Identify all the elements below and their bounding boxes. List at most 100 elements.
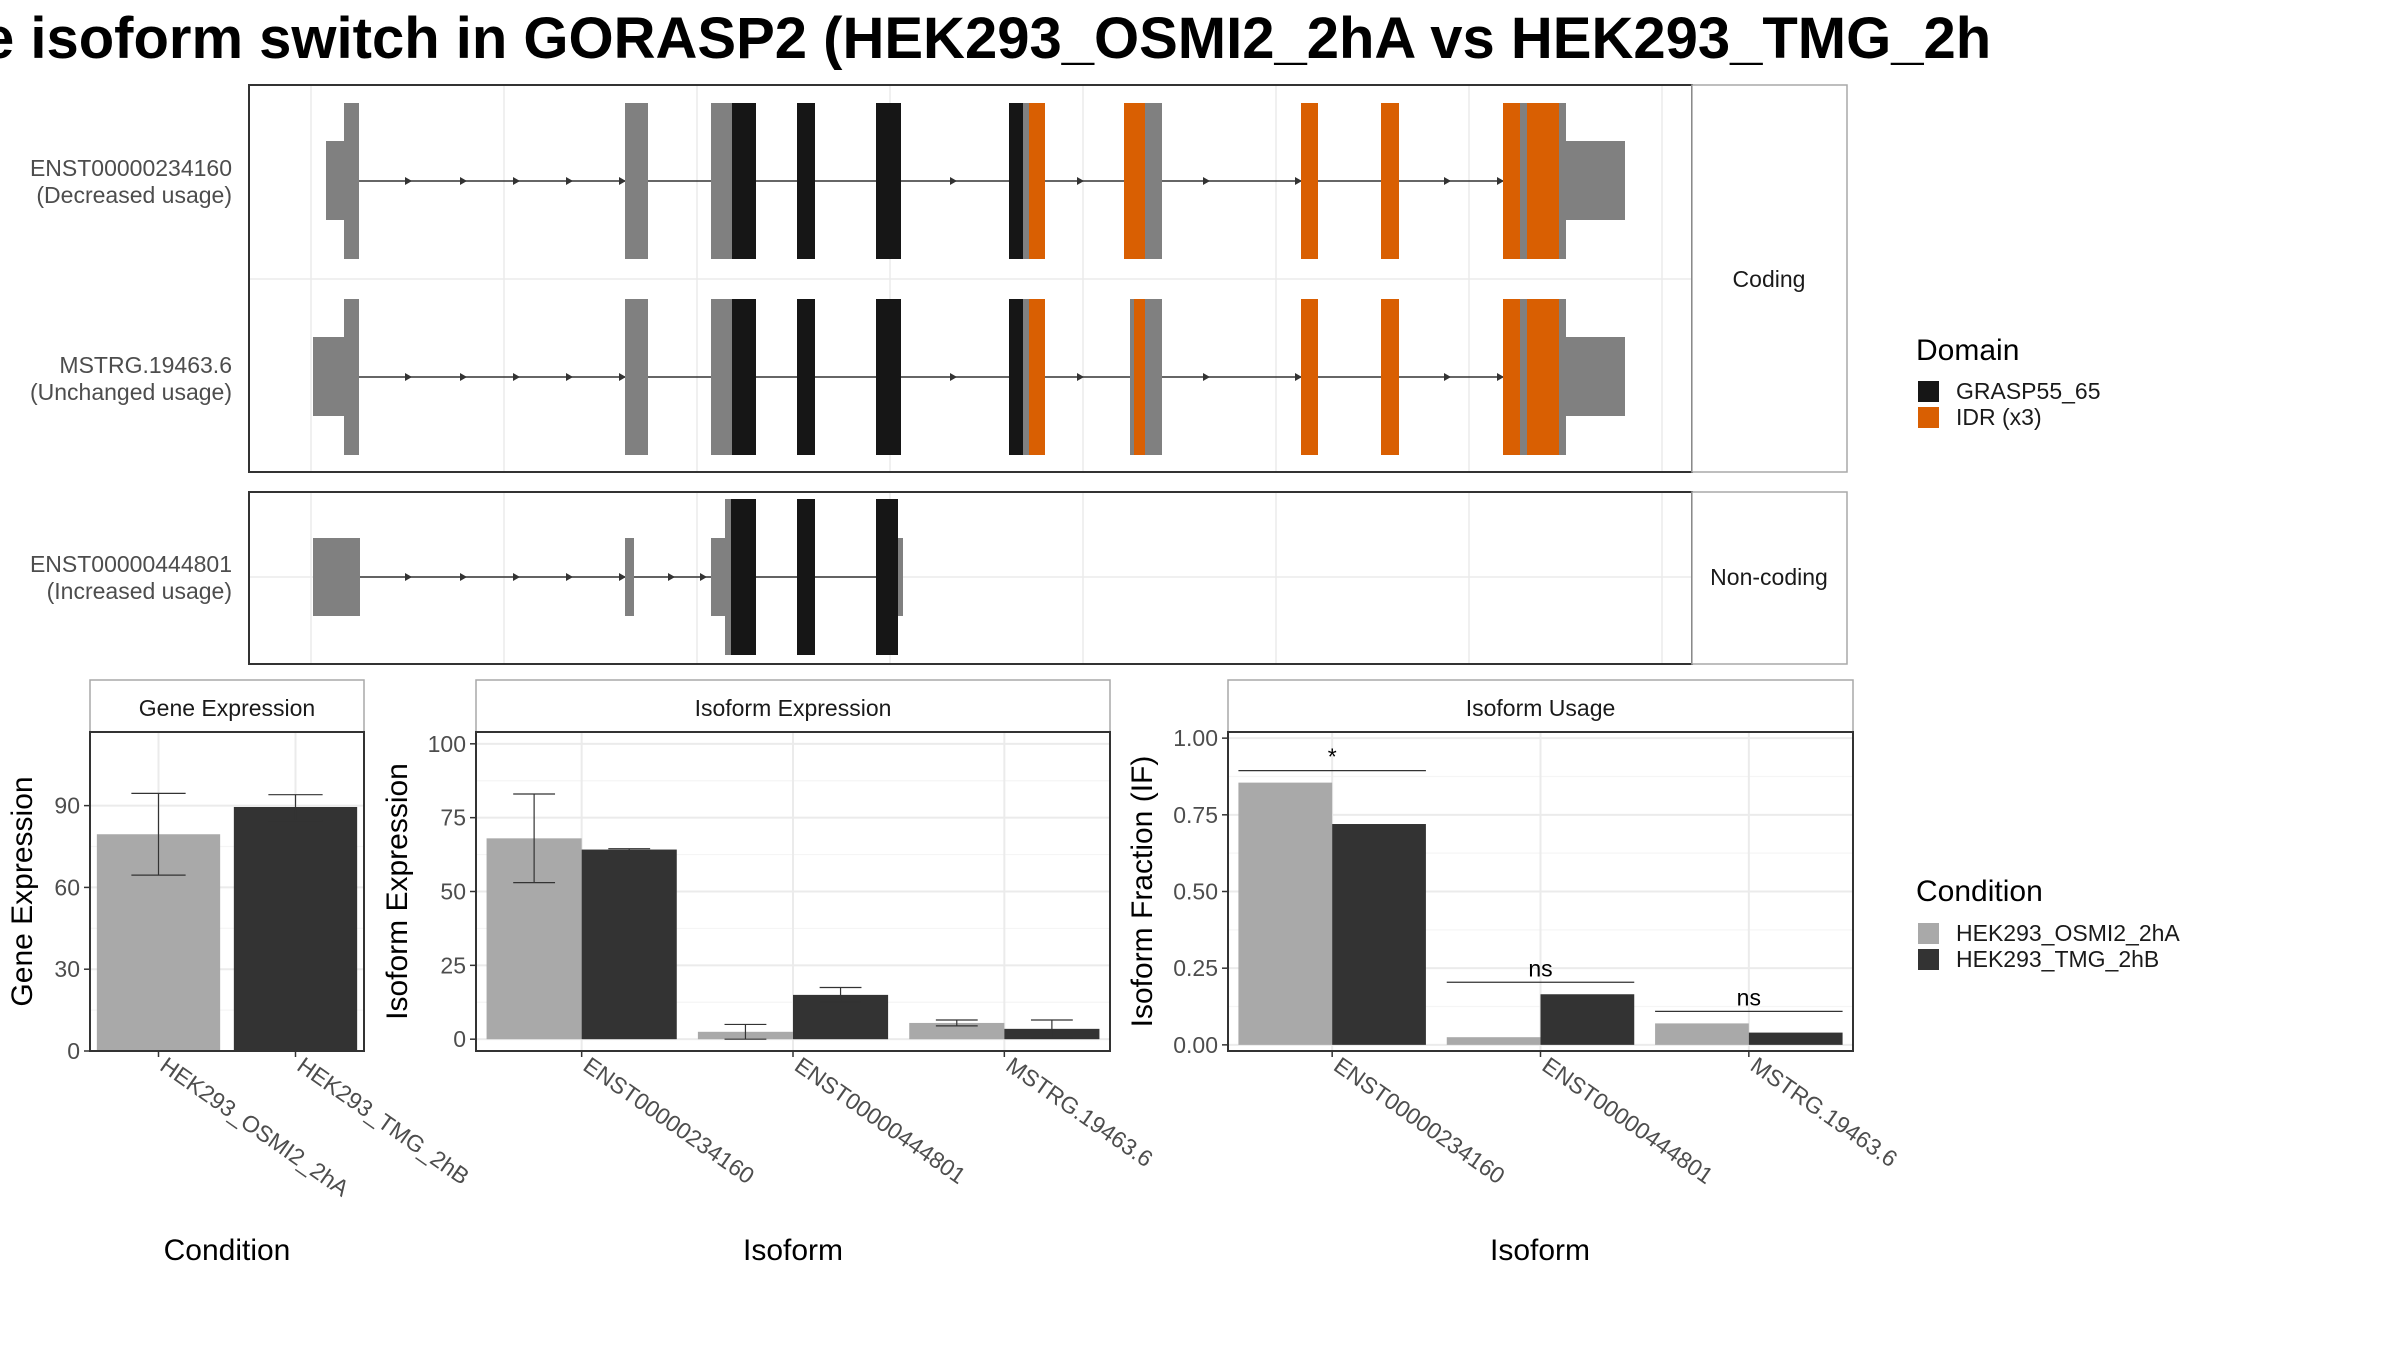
legend-label-tmg: HEK293_TMG_2hB xyxy=(1956,946,2159,972)
y-tick-label: 0 xyxy=(453,1026,466,1052)
legend-swatch-idr xyxy=(1918,407,1939,428)
exon xyxy=(725,499,731,655)
idr-segment xyxy=(1503,103,1520,259)
bar xyxy=(581,849,677,1040)
y-tick-label: 30 xyxy=(54,956,80,982)
transcript-label-id: ENST00000444801 xyxy=(30,551,232,577)
idr-segment xyxy=(1527,103,1559,259)
idr-segment xyxy=(1381,103,1399,259)
x-tick-label: ENST00000234160 xyxy=(1329,1052,1509,1189)
legend-label-idr: IDR (x3) xyxy=(1956,404,2042,430)
transcript-label-id: MSTRG.19463.6 xyxy=(59,352,232,378)
panel-border xyxy=(89,731,365,1052)
y-tick-label: 0.25 xyxy=(1173,955,1218,981)
x-axis-title: Isoform xyxy=(743,1234,843,1267)
exon xyxy=(898,538,903,616)
panel-strip xyxy=(475,679,1111,733)
significance-label: ns xyxy=(1528,955,1552,981)
domain-grasp-segment xyxy=(732,299,756,455)
isoform-usage-chart: Isoform Usage 0.00 0.25 0.50 0.75 1.00 * ns ns EN… xyxy=(1126,679,1902,1267)
idr-segment xyxy=(1134,299,1145,455)
transcript-mstrg-19463-6 xyxy=(313,299,1625,455)
idr-segment xyxy=(1381,299,1399,455)
idr-segment xyxy=(1527,299,1559,455)
utr-exon xyxy=(711,538,727,616)
x-tick-label: MSTRG.19463.6 xyxy=(1746,1052,1902,1172)
legend-swatch-grasp55-65 xyxy=(1918,381,1939,402)
domain-grasp-segment xyxy=(876,499,898,655)
idr-segment xyxy=(1301,103,1318,259)
bar xyxy=(1446,1037,1541,1045)
x-axis-title: Condition xyxy=(164,1234,291,1267)
panel-strip-label: Isoform Usage xyxy=(1466,695,1616,721)
x-tick-label: ENST00000234160 xyxy=(579,1052,759,1189)
exon xyxy=(1130,299,1134,455)
bar xyxy=(909,1022,1005,1040)
legend-swatch-osmi2 xyxy=(1918,923,1939,944)
utr-exon xyxy=(313,538,360,616)
utr-exon xyxy=(1566,141,1625,220)
exon xyxy=(1023,299,1029,455)
significance-label: ns xyxy=(1737,984,1761,1010)
intron-arrows xyxy=(405,177,1504,185)
idr-segment xyxy=(1301,299,1318,455)
y-axis-title: Isoform Fraction (IF) xyxy=(1126,756,1159,1028)
transcript-enst00000444801 xyxy=(313,499,903,655)
transcript-enst00000234160 xyxy=(326,103,1625,259)
transcript-label-usage: (Decreased usage) xyxy=(36,182,232,208)
utr-exon xyxy=(1566,337,1625,416)
legend-swatch-tmg xyxy=(1918,949,1939,970)
coding-panel: Coding xyxy=(30,84,1848,473)
utr-exon xyxy=(326,141,344,220)
y-tick-label: 0 xyxy=(67,1038,80,1064)
domain-grasp-segment xyxy=(876,103,901,259)
legend-label-osmi2: HEK293_OSMI2_2hA xyxy=(1956,920,2180,946)
legend-label-grasp55-65: GRASP55_65 xyxy=(1956,378,2100,404)
domain-grasp-segment xyxy=(732,103,756,259)
y-tick-label: 50 xyxy=(440,879,466,905)
exon xyxy=(1145,103,1162,259)
y-tick-label: 0.75 xyxy=(1173,802,1218,828)
bar xyxy=(1655,1023,1749,1045)
x-tick-label: MSTRG.19463.6 xyxy=(1001,1052,1157,1172)
coding-panel-grid xyxy=(250,86,1691,471)
exon xyxy=(1145,299,1162,455)
noncoding-panel: Non-coding ENST00000444801 (Increased us… xyxy=(30,491,1848,665)
bar xyxy=(233,806,358,1051)
domain-legend: Domain GRASP55_65 IDR (x3) xyxy=(1916,334,2100,430)
x-tick-label: ENST00000444801 xyxy=(1538,1052,1718,1189)
noncoding-strip-label: Non-coding xyxy=(1710,564,1828,590)
y-axis-title: Gene Expression xyxy=(6,776,39,1006)
y-tick-label: 25 xyxy=(440,952,466,978)
idr-segment xyxy=(1029,299,1045,455)
noncoding-strip xyxy=(1691,491,1848,665)
exon xyxy=(344,103,359,259)
intron-arrows xyxy=(405,573,707,581)
domain-grasp-segment xyxy=(797,499,815,655)
domain-grasp-segment xyxy=(1009,299,1023,455)
exon xyxy=(1559,299,1566,455)
intron-arrows xyxy=(405,373,1504,381)
bar xyxy=(1540,994,1635,1045)
y-tick-label: 0.00 xyxy=(1173,1032,1218,1058)
bar xyxy=(1748,1032,1843,1045)
x-axis-title: Isoform xyxy=(1490,1234,1590,1267)
exon xyxy=(625,538,634,616)
panel-strip-label: Gene Expression xyxy=(139,695,315,721)
domain-grasp-segment xyxy=(876,299,901,455)
y-tick-label: 1.00 xyxy=(1173,725,1218,751)
panel-strip xyxy=(89,679,365,733)
domain-grasp-segment xyxy=(797,299,815,455)
y-tick-label: 0.50 xyxy=(1173,879,1218,905)
panel-strip-label: Isoform Expression xyxy=(695,695,892,721)
bar xyxy=(1332,824,1426,1045)
y-tick-label: 75 xyxy=(440,805,466,831)
idr-segment xyxy=(1029,103,1045,259)
exon xyxy=(1559,103,1566,259)
figure-title: e isoform switch in GORASP2 (HEK293_OSMI… xyxy=(0,6,1991,71)
utr-exon xyxy=(313,337,344,416)
exon xyxy=(711,299,732,455)
domain-legend-title: Domain xyxy=(1916,334,2019,367)
coding-strip xyxy=(1691,84,1848,473)
